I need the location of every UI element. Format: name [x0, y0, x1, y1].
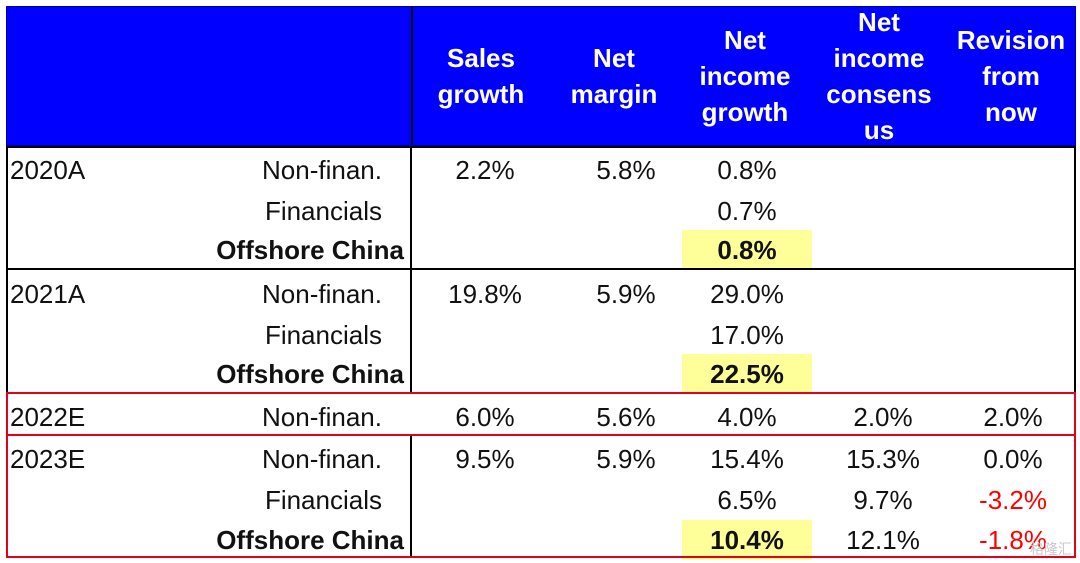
consensus-cell: 2.0% — [853, 402, 913, 432]
year-cell: 2021A — [10, 279, 86, 309]
revision-cell: 2.0% — [983, 402, 1043, 432]
segment-cell: Financials — [264, 196, 382, 226]
sales-growth-cell: 2.2% — [455, 155, 515, 185]
segment-cell: Non-finan. — [262, 444, 382, 474]
consensus-cell: 15.3% — [846, 444, 920, 474]
header-net-income-consensus: Net income consens us — [826, 7, 932, 145]
net-income-growth-cell: 4.0% — [717, 402, 777, 432]
table-header: Sales growth Net margin Net income growt… — [6, 6, 1076, 146]
net-income-growth-cell: 17.0% — [710, 320, 784, 350]
net-margin-cell: 5.6% — [596, 402, 656, 432]
header-divider — [411, 7, 413, 145]
header-net-income-growth: Net income growth — [699, 25, 791, 127]
sales-growth-cell: 19.8% — [448, 279, 522, 309]
revision-cell: 0.0% — [983, 444, 1043, 474]
consensus-cell: 9.7% — [853, 485, 913, 515]
header-revision-from-now: Revision from now — [956, 25, 1066, 127]
net-income-growth-cell: 15.4% — [710, 444, 784, 474]
year-cell: 2020A — [10, 155, 86, 185]
segment-cell: Financials — [264, 320, 382, 350]
column-divider — [410, 434, 412, 558]
table-row: 2023E Non-finan. 9.5% 5.9% 15.4% 15.3% 0… — [6, 439, 1076, 479]
sales-growth-cell: 9.5% — [455, 444, 515, 474]
net-income-growth-cell: 6.5% — [717, 485, 777, 515]
segment-cell: Offshore China — [216, 235, 404, 265]
table-right-border — [1074, 146, 1076, 392]
column-divider — [410, 146, 412, 392]
table-row: 2021A Non-finan. 19.8% 5.9% 29.0% — [6, 274, 1076, 314]
revision-cell: -1.8% — [979, 525, 1047, 555]
table-row: 2020A Non-finan. 2.2% 5.8% 0.8% — [6, 150, 1076, 190]
highlight-box-2022e — [6, 392, 1076, 436]
net-income-growth-cell: 0.7% — [717, 196, 777, 226]
table-row: Offshore China 0.8% — [6, 230, 1076, 270]
year-cell: 2022E — [10, 402, 86, 432]
highlight-box-2023e — [6, 434, 1076, 558]
table-row: Financials 0.7% — [6, 191, 1076, 231]
table-row: Offshore China 10.4% 12.1% -1.8% — [6, 520, 1076, 560]
table-row: Financials 17.0% — [6, 315, 1076, 355]
year-cell: 2023E — [10, 444, 86, 474]
net-margin-cell: 5.8% — [596, 155, 656, 185]
net-income-growth-cell: 10.4% — [682, 520, 812, 560]
header-net-margin: Net margin — [570, 43, 658, 109]
table-row: 2022E Non-finan. 6.0% 5.6% 4.0% 2.0% 2.0… — [6, 397, 1076, 437]
segment-cell: Non-finan. — [262, 402, 382, 432]
segment-cell: Offshore China — [216, 359, 404, 389]
segment-cell: Financials — [264, 485, 382, 515]
revision-cell: -3.2% — [979, 485, 1047, 515]
net-margin-cell: 5.9% — [596, 444, 656, 474]
net-income-growth-cell: 0.8% — [682, 230, 812, 270]
segment-cell: Offshore China — [216, 525, 404, 555]
row-divider — [6, 146, 1076, 148]
table-left-border — [6, 146, 8, 392]
row-divider — [6, 268, 1076, 270]
consensus-cell: 12.1% — [846, 525, 920, 555]
sales-growth-cell: 6.0% — [455, 402, 515, 432]
net-income-growth-cell: 22.5% — [682, 354, 812, 394]
header-sales-growth: Sales growth — [437, 43, 525, 109]
table-row: Offshore China 22.5% — [6, 354, 1076, 394]
segment-cell: Non-finan. — [262, 279, 382, 309]
net-income-growth-cell: 29.0% — [710, 279, 784, 309]
net-margin-cell: 5.9% — [596, 279, 656, 309]
watermark: 格隆汇 — [1030, 541, 1072, 557]
net-income-growth-cell: 0.8% — [717, 155, 777, 185]
table-row: Financials 6.5% 9.7% -3.2% — [6, 480, 1076, 520]
segment-cell: Non-finan. — [262, 155, 382, 185]
